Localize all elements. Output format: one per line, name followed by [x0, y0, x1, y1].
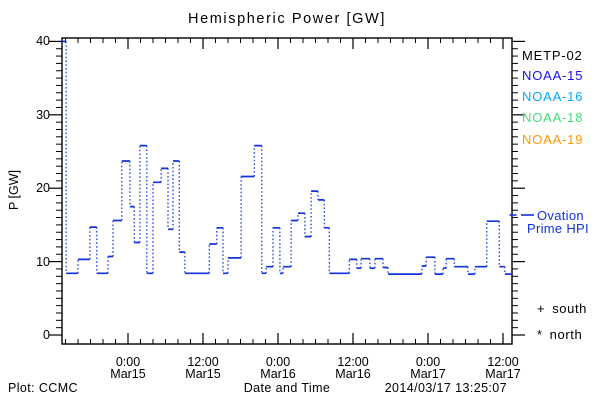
- x-tick-date: Mar17: [485, 367, 521, 381]
- x-tick-time: 0:00: [265, 355, 291, 369]
- x-tick-time: 0:00: [415, 355, 441, 369]
- plot-source-label: Plot: CCMC: [8, 381, 78, 395]
- x-tick-label: 0:00 Mar15: [95, 355, 161, 381]
- x-tick-label: 12:00 Mar15: [170, 355, 236, 381]
- x-tick-date: Mar16: [335, 367, 371, 381]
- x-tick-time: 0:00: [115, 355, 141, 369]
- asterisk-marker-icon: *: [537, 327, 543, 342]
- hpi-data-line: [61, 40, 512, 275]
- plot-timestamp: 2014/03/17 13:25:07: [384, 381, 507, 395]
- x-tick-time: 12:00: [187, 355, 219, 369]
- x-tick-date: Mar17: [410, 367, 446, 381]
- legend-satellite-metp-02: METP-02: [522, 48, 583, 63]
- legend-satellite-noaa-16: NOAA-16: [522, 89, 584, 104]
- x-axis-title: Date and Time: [243, 381, 331, 395]
- x-tick-date: Mar15: [110, 367, 146, 381]
- x-tick-label: 0:00 Mar17: [395, 355, 461, 381]
- x-tick-date: Mar15: [185, 367, 221, 381]
- y-tick-label: 0: [43, 328, 50, 342]
- x-tick-time: 12:00: [487, 355, 519, 369]
- south-marker-legend: + south: [537, 301, 587, 316]
- x-tick-label: 12:00 Mar17: [470, 355, 536, 381]
- legend-satellite-noaa-15: NOAA-15: [522, 68, 584, 83]
- ovation-legend-label: Ovation: [537, 208, 584, 223]
- chart-title: Hemispheric Power [GW]: [188, 11, 386, 27]
- legend-satellite-noaa-18: NOAA-18: [522, 110, 584, 125]
- x-tick-label: 0:00 Mar16: [245, 355, 311, 381]
- plus-marker-icon: +: [537, 301, 546, 316]
- x-tick-time: 12:00: [337, 355, 369, 369]
- y-tick-label: 30: [36, 107, 50, 122]
- x-tick-date: Mar16: [260, 367, 296, 381]
- plot-frame: [61, 37, 513, 345]
- y-tick-label: 40: [36, 34, 50, 49]
- north-label: north: [549, 327, 583, 342]
- legend-satellite-noaa-19: NOAA-19: [522, 132, 584, 147]
- ovation-legend-label-2: Prime HPI: [527, 221, 589, 236]
- y-tick-label: 10: [36, 254, 50, 269]
- north-marker-legend: * north: [537, 327, 582, 342]
- south-label: south: [552, 301, 588, 316]
- hpi-step-connectors: [65, 41, 506, 275]
- y-tick-label: 20: [36, 181, 50, 196]
- x-tick-label: 12:00 Mar16: [320, 355, 386, 381]
